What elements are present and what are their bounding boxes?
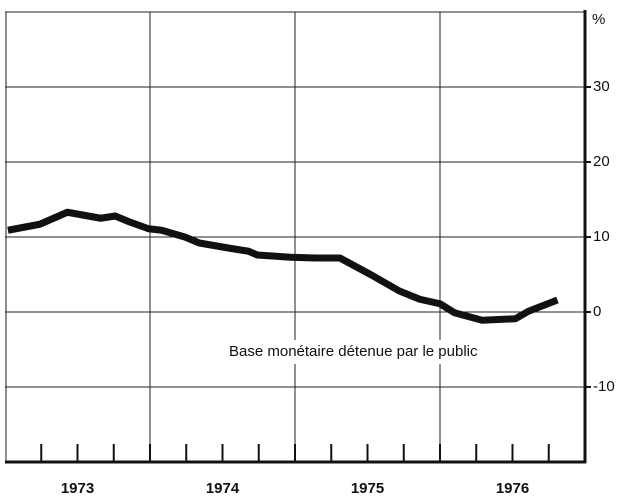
y-tick-label: 30 — [593, 78, 610, 95]
x-tick-label: 1974 — [206, 480, 240, 497]
x-tick-label: 1975 — [351, 480, 384, 497]
y-tick-label: 20 — [593, 153, 610, 170]
annotation: Base monétaire détenue par le public — [229, 343, 478, 360]
annotation-bg — [226, 340, 572, 364]
y-tick-label: -10 — [593, 378, 615, 395]
x-tick-label: 1976 — [496, 480, 529, 497]
data-line — [7, 208, 559, 324]
y-tick-label: 0 — [593, 303, 601, 320]
y-tick-label: 10 — [593, 228, 610, 245]
x-tick-label: 1973 — [61, 480, 94, 497]
y-axis-label: % — [592, 11, 605, 28]
